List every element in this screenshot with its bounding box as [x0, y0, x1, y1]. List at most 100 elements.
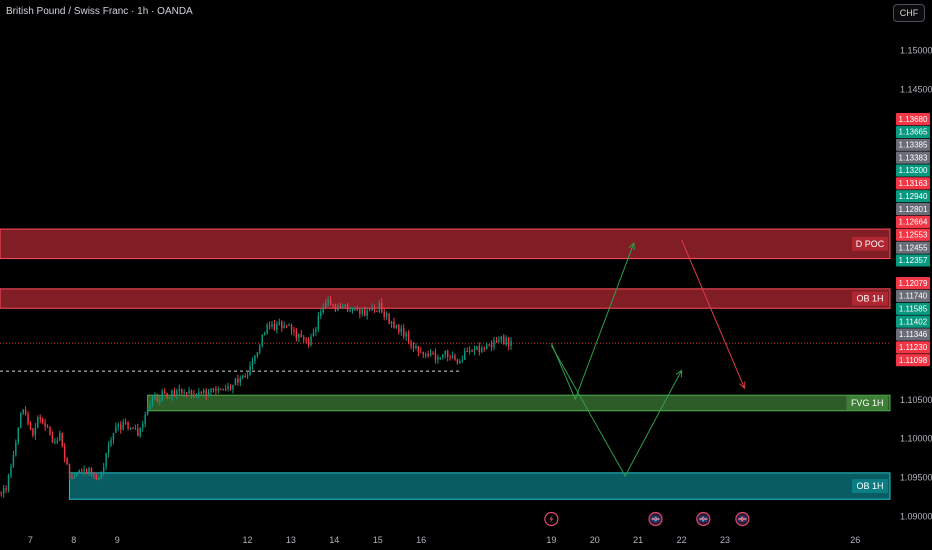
candle-body: [473, 349, 476, 352]
candle-body: [181, 389, 183, 393]
price-badge-bg: [896, 228, 930, 241]
zone-label-bg: [852, 236, 888, 251]
price-axis[interactable]: 1.15000 1.14500 1.10500 1.10000 1.09500 1.090…: [900, 45, 932, 521]
candle-body: [27, 414, 29, 424]
candle-body: [227, 386, 229, 390]
candle-body: [339, 306, 342, 308]
candle-body: [88, 468, 90, 473]
price-badge-bg: [896, 277, 930, 290]
candle-body: [273, 323, 276, 330]
candle-body: [420, 351, 422, 353]
candle-body: [141, 423, 144, 428]
projection-arrowhead-1: [675, 369, 683, 378]
candle-body: [146, 408, 149, 415]
candle-body: [32, 428, 34, 436]
candle-body: [241, 376, 244, 378]
candle-body: [437, 357, 439, 360]
zone-d-poc-0: [0, 228, 891, 260]
price-badge: 1.11740: [899, 292, 928, 301]
candle-body: [351, 309, 354, 311]
time-tick-label: 9: [115, 535, 120, 545]
price-badge: 1.13665: [899, 128, 928, 137]
candle-body: [20, 413, 22, 429]
price-badge: 1.11402: [899, 317, 928, 326]
price-badge-bg: [896, 302, 930, 315]
candle-body: [51, 434, 54, 443]
candle-body: [256, 352, 259, 357]
candle-body: [102, 467, 105, 473]
candle-body: [376, 310, 378, 312]
time-tick-label: 22: [677, 535, 687, 545]
price-badge: 1.13383: [899, 153, 928, 162]
candle-body: [427, 354, 429, 357]
candle-body: [383, 311, 385, 318]
lightning-icon[interactable]: [544, 511, 559, 527]
zone-label: D POC: [856, 239, 885, 249]
candle-body: [107, 445, 110, 454]
price-tick-label: 1.09500: [900, 473, 932, 483]
candle-body: [454, 355, 456, 360]
candle-body: [276, 323, 278, 330]
candle-body: [76, 472, 78, 477]
currency-button[interactable]: CHF: [893, 4, 925, 22]
candle-body: [127, 422, 129, 429]
zones-layer: [0, 228, 891, 500]
price-badge: 1.13200: [899, 166, 928, 175]
candle-body: [188, 390, 190, 394]
time-axis[interactable]: 7 8 9 12 13 14 15 16 19 20 21 22 23 26: [28, 535, 860, 545]
event-markers[interactable]: [544, 511, 750, 527]
candle-body: [202, 390, 205, 393]
candle-body: [112, 432, 115, 440]
candle-body: [500, 336, 503, 341]
candle-body: [178, 389, 181, 391]
price-tick-label: 1.15000: [900, 45, 932, 55]
candle-body: [329, 299, 332, 305]
price-badge: 1.12357: [899, 256, 928, 265]
time-tick-label: 20: [590, 535, 600, 545]
candle-body: [446, 350, 449, 357]
price-badge-bg: [896, 328, 930, 341]
candle-body: [398, 324, 400, 333]
candle-body: [373, 307, 376, 311]
candle-body: [468, 351, 471, 353]
candle-body: [305, 339, 307, 341]
candle-body: [288, 325, 290, 327]
zone-label: OB 1H: [856, 481, 883, 491]
candle-body: [366, 310, 368, 316]
price-badge-bg: [896, 202, 930, 216]
candle-body: [456, 359, 459, 364]
candle-body: [215, 388, 217, 391]
price-tick-label: 1.10000: [900, 434, 932, 444]
candle-body: [295, 331, 298, 338]
candle-body: [268, 325, 271, 327]
price-badge-bg: [896, 241, 930, 254]
candle-body: [59, 432, 61, 441]
candle-body: [205, 390, 207, 396]
time-tick-label: 14: [329, 535, 339, 545]
candle-body: [217, 388, 220, 391]
candle-body: [315, 328, 317, 333]
candle-body: [378, 302, 381, 312]
projection-path-1: [550, 345, 683, 478]
candle-body: [442, 354, 444, 358]
candle-body: [290, 325, 293, 331]
candle-body: [159, 399, 161, 402]
candle-body: [490, 344, 493, 348]
projection-arrows: [550, 239, 746, 478]
candle-body: [412, 345, 415, 348]
candle-body: [54, 442, 56, 444]
candle-body: [327, 299, 329, 304]
candle-body: [73, 476, 76, 479]
price-badge-bg: [896, 151, 930, 164]
candle-body: [322, 307, 324, 313]
price-badges: 1.13680 1.13665 1.13385 1.13383 1.13200 1.131…: [896, 113, 930, 367]
candle-body: [234, 378, 237, 385]
candle-body: [29, 423, 32, 429]
candle-body: [503, 336, 505, 345]
candle-body: [505, 337, 507, 345]
zone-ob-1h-1: [0, 288, 891, 309]
candle-body: [154, 396, 156, 398]
price-badge-bg: [896, 215, 930, 228]
